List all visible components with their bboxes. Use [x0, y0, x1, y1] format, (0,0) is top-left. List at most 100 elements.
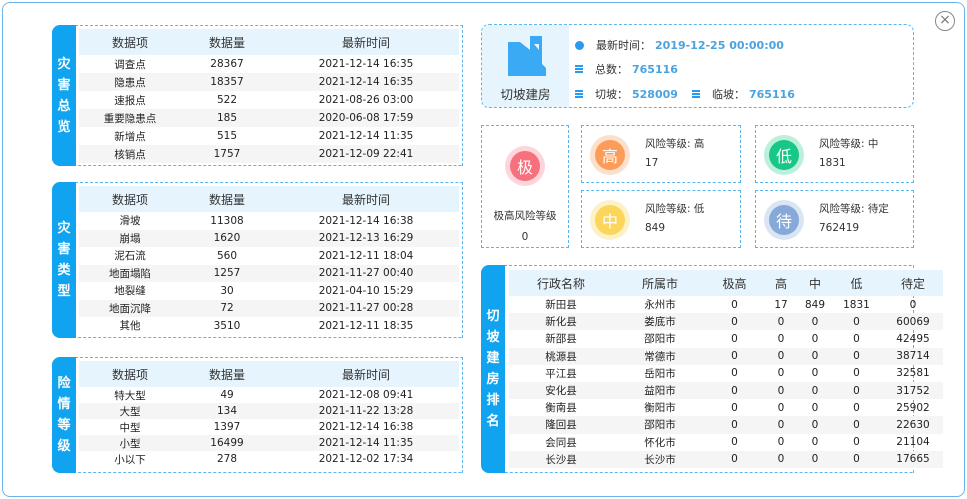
cut-label: 切坡：: [595, 88, 628, 101]
table-row: 地面沉降 72 2021-11-27 00:28: [79, 299, 459, 317]
table-cell: 崩塌: [79, 229, 181, 247]
latest-time: 最新时间： 2019-12-25 00:00:00: [575, 37, 784, 53]
table-cell: 2021-12-13 16:29: [273, 229, 459, 247]
risk-badge-icon: 中: [590, 200, 630, 240]
table-cell: 0: [830, 450, 883, 468]
table-cell: 0: [777, 401, 785, 414]
table-cell: 2021-12-08 09:41: [318, 389, 414, 401]
table-cell: 隐患点: [79, 73, 181, 91]
table-cell: 大型: [79, 403, 181, 419]
table-cell: 滑坡: [119, 215, 141, 228]
table-cell: 0: [830, 416, 883, 434]
table-cell: 42495: [896, 332, 930, 345]
near-slope: 临坡： 765116: [692, 86, 795, 102]
table-cell: 16499: [181, 435, 273, 451]
table-cell: 0: [811, 436, 819, 449]
table-cell: 新邵县: [545, 333, 577, 346]
table-row: 其他 3510 2021-12-11 18:35: [79, 317, 459, 335]
table-cell: 2021-12-11 18:35: [318, 319, 414, 332]
table-row: 速报点 522 2021-08-26 03:00: [79, 91, 459, 109]
table-cell: 新化县: [509, 313, 613, 331]
total-value: 765116: [632, 62, 678, 76]
table-row: 地面塌陷 1257 2021-11-27 00:40: [79, 264, 459, 282]
table-cell: 隆回县: [509, 416, 613, 434]
table-cell: 2021-12-14 16:35: [273, 73, 459, 91]
column-header: 数据项: [79, 29, 181, 55]
table-cell: 岳阳市: [644, 367, 676, 380]
table-cell: 278: [216, 453, 238, 465]
list-icon: [575, 64, 583, 74]
table-cell: 娄底市: [613, 313, 707, 331]
table-cell: 0: [811, 367, 819, 380]
column-header: 所属市: [613, 270, 707, 296]
clock-icon: [575, 40, 584, 50]
table-cell: 0: [909, 298, 917, 311]
table-cell: 其他: [119, 320, 141, 333]
total-label: 总数：: [595, 63, 628, 76]
table-cell: 17: [774, 298, 788, 311]
table-cell: 0: [731, 298, 738, 311]
overview-tab: 灾害总览: [52, 25, 76, 166]
table-cell: 0: [853, 367, 860, 380]
table-cell: 22630: [883, 416, 943, 434]
risk-card: 待 风险等级: 待定 762419: [755, 190, 914, 248]
table-row: 崩塌 1620 2021-12-13 16:29: [79, 229, 459, 247]
risk-value: 1831: [819, 157, 846, 169]
extreme-label: 极高风险等级: [493, 210, 557, 222]
table-cell: 2021-11-27 00:28: [273, 299, 459, 317]
table-cell: 0: [762, 381, 800, 400]
table-row: 大型 134 2021-11-22 13:28: [79, 403, 459, 419]
table-cell: 小以下: [114, 453, 146, 466]
table-cell: 17665: [883, 450, 943, 468]
table-cell: 1397: [213, 421, 241, 433]
table-cell: 0: [800, 313, 830, 331]
table-cell: 邵阳市: [644, 333, 676, 346]
table-cell: 0: [800, 347, 830, 365]
table-row: 新田县 永州市 0 17 849 1831 0: [509, 296, 943, 313]
table-cell: 28367: [210, 58, 244, 70]
table-cell: 49: [220, 389, 234, 401]
table-cell: 185: [181, 109, 273, 127]
table-row: 会同县 怀化市 0 0 0 0 21104: [509, 434, 943, 451]
overview-title: 灾害总览: [57, 56, 71, 135]
table-cell: 新田县: [545, 299, 577, 312]
table-cell: 会同县: [545, 436, 577, 449]
latest-time-value: 2019-12-25 00:00:00: [655, 38, 784, 52]
column-header: 高: [762, 270, 800, 296]
table-cell: 21104: [896, 436, 930, 449]
table-cell: 新增点: [114, 130, 146, 143]
column-header: 数据量: [181, 361, 273, 387]
table-cell: 益阳市: [613, 381, 707, 400]
column-header: 数据量: [181, 186, 273, 212]
column-header: 数据量: [181, 29, 273, 55]
table-cell: 核销点: [79, 145, 181, 163]
extreme-badge-icon: 极: [505, 146, 545, 186]
column-header: 最新时间: [273, 29, 459, 55]
table-row: 平江县 岳阳市 0 0 0 0 32581: [509, 365, 943, 382]
ranking-panel: 切坡建房排名 行政名称 所属市 极高高中低待定 新田县 永州市 0 17 849 1831 0 新化…: [481, 265, 943, 473]
slope-building-title: 切坡建房: [500, 87, 551, 102]
table-cell: 2021-11-27 00:40: [273, 264, 459, 282]
building-icon: [508, 36, 546, 76]
close-icon[interactable]: ×: [935, 11, 955, 31]
table-cell: 0: [853, 436, 860, 449]
near-label: 临坡：: [712, 88, 745, 101]
table-header: 数据项 数据量 最新时间: [79, 29, 459, 55]
table-row: 地裂缝 30 2021-04-10 15:29: [79, 282, 459, 300]
table-cell: 安化县: [509, 381, 613, 400]
table-row: 滑坡 11308 2021-12-14 16:38: [79, 212, 459, 230]
extreme-glyph: 极: [510, 151, 540, 181]
table-cell: 2021-12-09 22:41: [273, 145, 459, 163]
table-row: 衡南县 衡阳市 0 0 0 0 25902: [509, 399, 943, 416]
column-header: 数据项: [79, 361, 181, 387]
risk-value: 849: [645, 222, 666, 234]
table-cell: 560: [216, 249, 238, 262]
table-cell: 调查点: [114, 58, 146, 71]
table-row: 小以下 278 2021-12-02 17:34: [79, 451, 459, 467]
table-row: 特大型 49 2021-12-08 09:41: [79, 387, 459, 403]
table-cell: 2020-06-08 17:59: [273, 109, 459, 127]
slope-building-icon-box: 切坡建房: [482, 25, 569, 107]
slope-building-summary: 切坡建房 最新时间： 2019-12-25 00:00:00 总数： 765116 …: [481, 24, 914, 108]
table-cell: 0: [731, 401, 738, 414]
table-cell: 0: [853, 332, 860, 345]
